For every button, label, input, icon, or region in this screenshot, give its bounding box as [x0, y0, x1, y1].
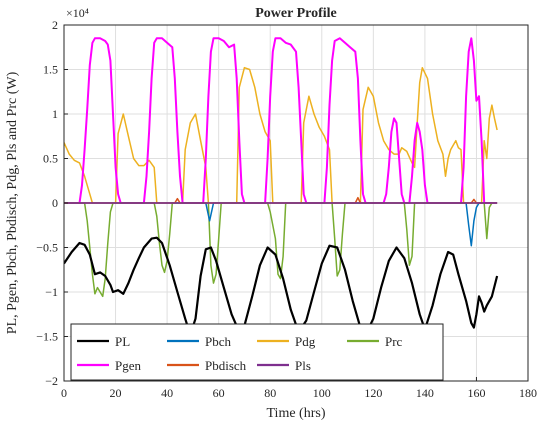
- chart-title: Power Profile: [255, 6, 337, 21]
- legend-label-pgen: Pgen: [115, 358, 142, 373]
- series-line-pdg: [64, 66, 498, 204]
- y-axis-exponent-label: ×10⁴: [66, 6, 89, 20]
- y-tick-label: −2: [45, 374, 58, 388]
- y-tick-label: −0.5: [36, 241, 58, 255]
- x-tick-label: 40: [161, 386, 173, 400]
- series-layer: [64, 37, 499, 336]
- x-tick-label: 80: [264, 386, 276, 400]
- x-tick-label: 160: [467, 386, 485, 400]
- x-tick-label: 0: [61, 386, 67, 400]
- legend: PL Pbch Pdg Prc Pgen Pbdisch Pls: [70, 323, 444, 381]
- legend-box: [70, 323, 444, 381]
- x-tick-label: 140: [416, 386, 434, 400]
- y-tick-label: 0.5: [43, 152, 58, 166]
- legend-label-pl: PL: [115, 334, 130, 349]
- x-tick-label: 60: [213, 386, 225, 400]
- legend-label-pls: Pls: [295, 358, 311, 373]
- legend-label-pbch: Pbch: [205, 334, 232, 349]
- y-tick-label: 2: [52, 18, 58, 32]
- series-line-pl: [64, 236, 499, 336]
- legend-label-pbdisch: Pbdisch: [205, 358, 247, 373]
- y-tick-label: 1: [52, 107, 58, 121]
- x-tick-label: 120: [364, 386, 382, 400]
- series-line-prc: [64, 202, 498, 298]
- legend-label-pdg: Pdg: [295, 334, 316, 349]
- x-tick-label: 100: [313, 386, 331, 400]
- x-axis-title: Time (hrs): [267, 406, 326, 421]
- axis-ticks: 0 20 40 60 80 100 120 140 160 180 −2 −1.5 −1 −0.5 0 0.5…: [36, 18, 537, 400]
- y-tick-label: 0: [52, 196, 58, 210]
- legend-label-prc: Prc: [385, 334, 403, 349]
- x-tick-label: 20: [110, 386, 122, 400]
- series-line-pbdisch: [64, 196, 498, 204]
- y-axis-title: PL, Pgen, Pbch, Pbdisch, Pdg, Pls and Pr…: [5, 71, 20, 334]
- x-tick-label: 180: [519, 386, 537, 400]
- y-tick-label: −1.5: [36, 330, 58, 344]
- series-line-pbch: [64, 202, 498, 247]
- y-tick-label: 1.5: [43, 63, 58, 77]
- y-tick-label: −1: [45, 285, 58, 299]
